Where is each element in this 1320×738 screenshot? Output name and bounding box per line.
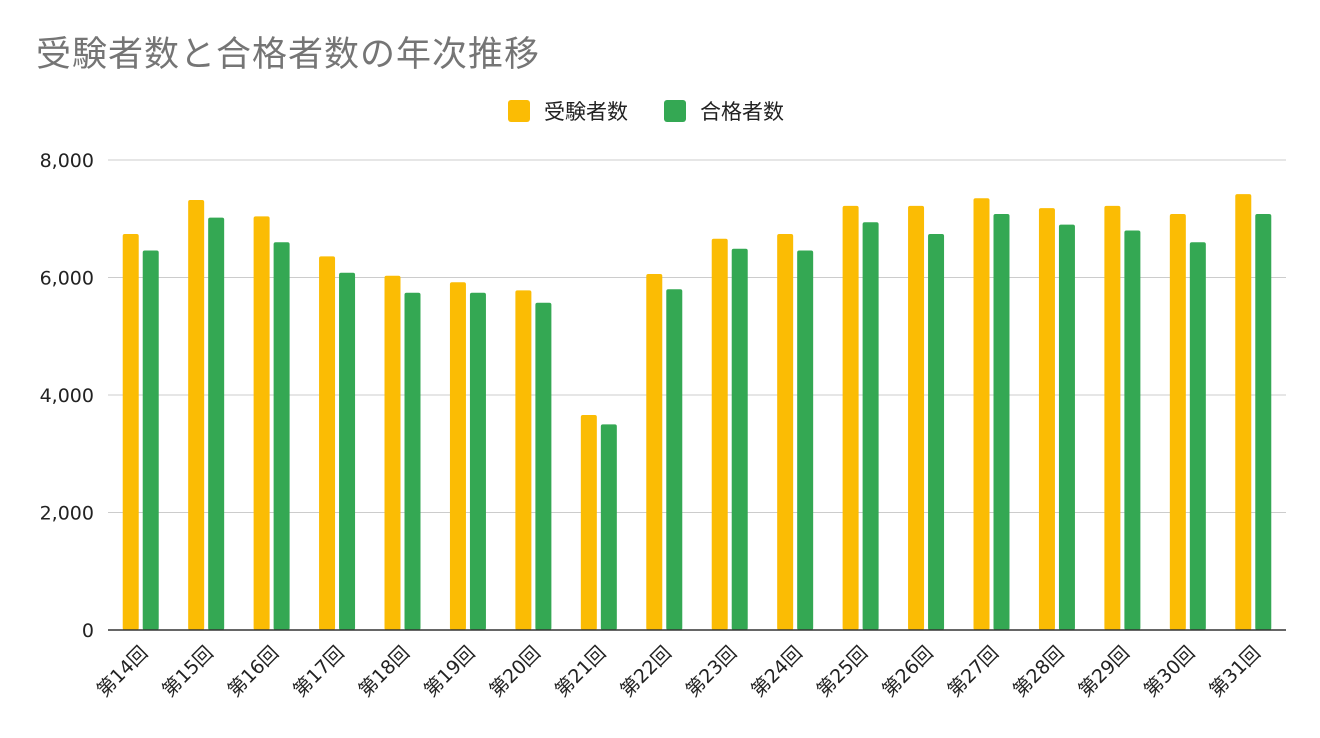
y-tick-label: 8,000 (40, 150, 94, 172)
bar-applicants (1104, 205, 1121, 630)
bar-applicants (908, 205, 925, 630)
bar-applicants (646, 273, 663, 630)
y-tick-label: 2,000 (40, 503, 94, 525)
legend: 受験者数 合格者数 (508, 96, 820, 126)
bar-applicants (384, 275, 401, 630)
bar-passers (469, 292, 486, 630)
bar-applicants (711, 238, 728, 630)
x-tick-label: 第22回 (616, 642, 676, 702)
y-tick-label: 0 (82, 620, 94, 642)
bar-applicants (1169, 214, 1186, 631)
bar-applicants (515, 290, 532, 630)
bar-passers (142, 250, 159, 630)
bar-passers (339, 272, 356, 630)
bar-applicants (253, 216, 270, 630)
x-tick-label: 第31回 (1205, 642, 1265, 702)
bar-passers (273, 242, 290, 630)
bar-passers (600, 424, 617, 630)
bar-passers (1058, 224, 1075, 630)
y-tick-label: 6,000 (40, 268, 94, 290)
bar-passers (928, 234, 945, 630)
x-tick-label: 第24回 (747, 642, 807, 702)
bar-applicants (580, 414, 597, 630)
bar-applicants (319, 256, 336, 630)
bar-applicants (1038, 208, 1055, 631)
x-tick-label: 第27回 (944, 642, 1004, 702)
bar-applicants (1235, 194, 1252, 630)
bar-passers (862, 222, 879, 630)
bar-applicants (188, 199, 205, 630)
x-tick-label: 第15回 (158, 642, 218, 702)
bar-passers (797, 250, 814, 630)
bar-passers (208, 217, 225, 630)
y-tick-label: 4,000 (40, 385, 94, 407)
x-tick-label: 第18回 (355, 642, 415, 702)
bar-applicants (842, 205, 859, 630)
legend-label-passers: 合格者数 (700, 100, 784, 124)
bar-passers (404, 292, 421, 630)
x-tick-label: 第29回 (1074, 642, 1134, 702)
bar-applicants (122, 234, 139, 630)
x-tick-label: 第16回 (224, 642, 284, 702)
bar-passers (993, 214, 1010, 631)
bar-applicants (449, 282, 466, 630)
bar-passers (731, 248, 748, 630)
legend-label-applicants: 受験者数 (544, 100, 628, 124)
x-tick-label: 第21回 (551, 642, 611, 702)
x-tick-label: 第17回 (289, 642, 349, 702)
x-tick-label: 第30回 (1140, 642, 1200, 702)
bar-passers (666, 289, 683, 630)
legend-swatch-passers (664, 100, 686, 122)
bar-applicants (777, 234, 794, 630)
legend-swatch-applicants (508, 100, 530, 122)
bar-applicants (973, 198, 990, 630)
bar-passers (1124, 230, 1141, 630)
chart-title: 受験者数と合格者数の年次推移 (36, 35, 541, 75)
bar-passers (1189, 242, 1206, 630)
x-tick-label: 第26回 (878, 642, 938, 702)
x-tick-label: 第14回 (93, 642, 153, 702)
x-tick-label: 第25回 (813, 642, 873, 702)
legend-item-passers: 合格者数 (664, 96, 784, 126)
bar-passers (535, 302, 552, 630)
x-tick-label: 第23回 (682, 642, 742, 702)
x-tick-label: 第28回 (1009, 642, 1069, 702)
legend-item-applicants: 受験者数 (508, 96, 628, 126)
x-tick-label: 第19回 (420, 642, 480, 702)
x-tick-label: 第20回 (485, 642, 545, 702)
bar-passers (1255, 214, 1272, 631)
